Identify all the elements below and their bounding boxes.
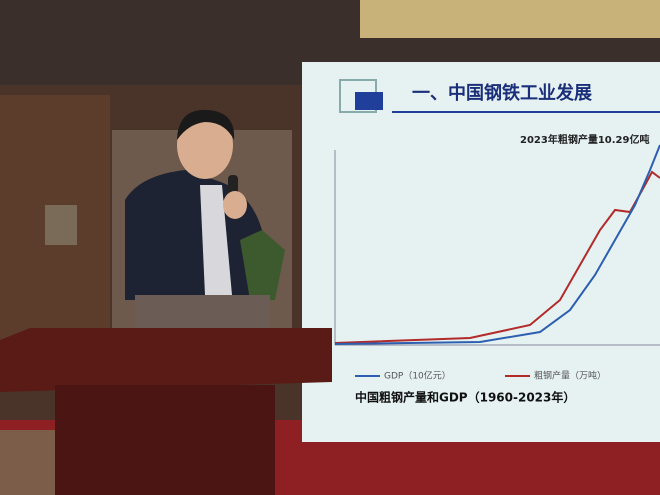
gdp-curve bbox=[334, 144, 660, 345]
podium-body bbox=[55, 385, 275, 495]
microphone bbox=[228, 175, 238, 195]
presenter-face bbox=[177, 111, 233, 179]
wall-frame bbox=[45, 205, 77, 245]
laptop bbox=[135, 295, 270, 330]
steel-curve bbox=[334, 170, 660, 344]
slide-caption: 中国粗钢产量和GDP（1960-2023年） bbox=[355, 390, 575, 405]
projection-screen bbox=[302, 62, 660, 442]
slide-annotation: 2023年粗钢产量10.29亿吨 bbox=[520, 133, 649, 146]
podium-top bbox=[0, 328, 332, 392]
ceiling-light bbox=[360, 0, 660, 38]
plant bbox=[240, 230, 285, 300]
presenter-hair bbox=[177, 109, 235, 140]
slide-title: 一、中国钢铁工业发展 bbox=[412, 82, 593, 104]
presenter-hand bbox=[223, 191, 247, 219]
legend-entry: GDP（10亿元） bbox=[384, 370, 451, 382]
slide-icon bbox=[355, 92, 383, 110]
presenter-shirt bbox=[200, 185, 232, 295]
legend-entry: 粗钢产量（万吨） bbox=[534, 370, 606, 382]
